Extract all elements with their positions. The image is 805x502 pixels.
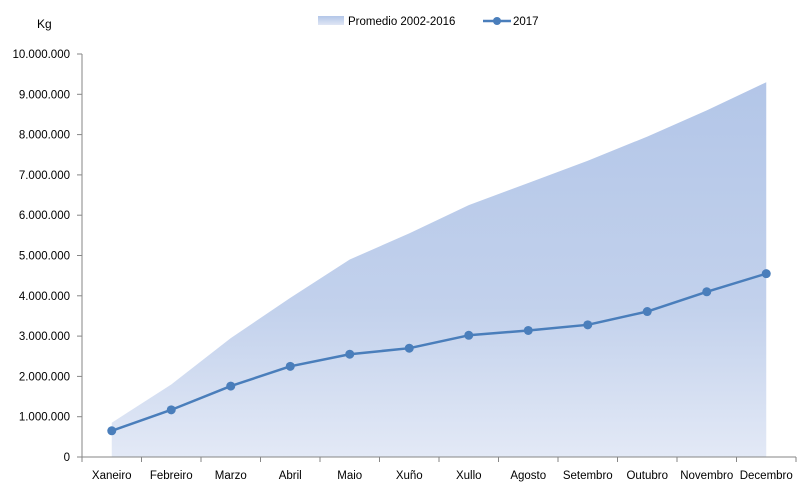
data-point-2017 <box>464 330 474 340</box>
x-axis-ticks: Xaneiro Febreiro Marzo Abril Maio Xuño Xullo Ag… <box>81 457 797 482</box>
y-tick-label: 5.000.000 <box>19 251 70 263</box>
area-series <box>111 82 767 458</box>
x-tick-label: Marzo <box>215 470 247 482</box>
y-axis-unit-label: Kg <box>37 17 52 31</box>
x-tick-label: Decembro <box>740 470 793 482</box>
y-axis-ticks: 0 1.000.000 2.000.000 3.000.000 4.000.000 5.0… <box>12 49 82 464</box>
x-tick-label: Febreiro <box>150 470 193 482</box>
x-tick-label: Agosto <box>510 470 546 482</box>
y-tick-label: 10.000.000 <box>12 49 70 61</box>
y-tick-label: 6.000.000 <box>19 210 70 222</box>
data-point-2017 <box>345 349 355 359</box>
x-tick-label: Maio <box>337 470 362 482</box>
data-point-2017 <box>523 325 533 335</box>
y-tick-label: 0 <box>64 452 70 464</box>
x-tick-label: Novembro <box>680 470 733 482</box>
x-tick-label: Outubro <box>626 470 668 482</box>
area-fill <box>111 82 767 458</box>
y-tick-label: 2.000.000 <box>19 371 70 383</box>
data-point-2017 <box>166 405 176 415</box>
y-tick-label: 8.000.000 <box>19 130 70 142</box>
x-tick-label: Abril <box>279 470 302 482</box>
x-tick-label: Setembro <box>563 470 613 482</box>
data-point-2017 <box>642 307 652 317</box>
x-tick-label: Xuño <box>396 470 423 482</box>
legend-label-line: 2017 <box>513 16 539 28</box>
y-tick-label: 1.000.000 <box>19 412 70 424</box>
data-point-2017 <box>761 269 771 279</box>
data-point-2017 <box>107 426 117 436</box>
legend-swatch-area <box>318 16 344 25</box>
legend: Promedio 2002-2016 2017 <box>318 16 539 28</box>
y-tick-label: 9.000.000 <box>19 89 70 101</box>
y-tick-label: 7.000.000 <box>19 170 70 182</box>
y-tick-label: 4.000.000 <box>19 291 70 303</box>
y-tick-label: 3.000.000 <box>19 331 70 343</box>
data-point-2017 <box>226 381 236 391</box>
data-point-2017 <box>285 361 295 371</box>
x-tick-label: Xullo <box>456 470 482 482</box>
x-tick-label: Xaneiro <box>92 470 132 482</box>
data-point-2017 <box>404 343 414 353</box>
line-series <box>107 269 771 436</box>
legend-swatch-marker <box>493 17 501 25</box>
data-point-2017 <box>583 320 593 330</box>
data-point-2017 <box>702 287 712 297</box>
series-line-2017 <box>111 272 767 432</box>
legend-label-area: Promedio 2002-2016 <box>348 16 455 28</box>
